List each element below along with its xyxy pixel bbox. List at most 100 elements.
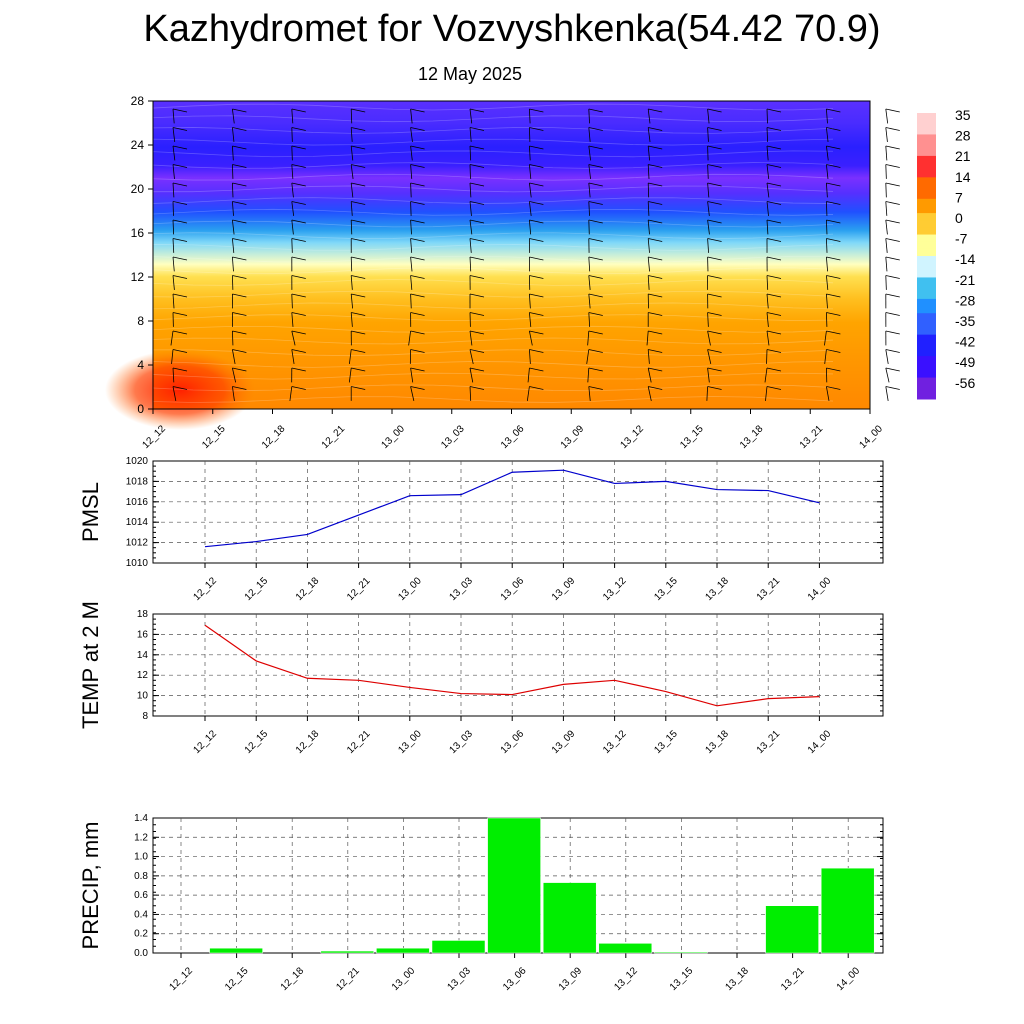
wind-barb [529,312,532,327]
wind-barb-flag [826,219,841,224]
xtick-label: 13_06 [499,575,527,603]
ytick-label: 0.4 [134,909,148,920]
wind-barb [291,219,294,235]
wind-barb-flag [232,238,247,242]
wind-barb [410,238,413,253]
xtick-label: 12_15 [223,965,251,993]
wind-barb-flag [766,312,782,316]
heatmap-xtick-label: 13_12 [619,423,647,451]
colorbar-band [917,377,936,386]
colorbar-label: -21 [955,272,975,288]
wind-barb [647,349,650,364]
wind-barb [707,219,710,235]
wind-barb-flag [410,330,425,335]
ytick-label: 1.4 [134,813,148,824]
wind-barb [291,312,294,327]
wind-barb-flag [529,145,544,150]
wind-barb [291,238,293,253]
wind-barb-flag [529,182,544,187]
heatmap-warm-core [105,350,255,430]
wind-barb-flag [766,349,782,353]
wind-barb-flag [351,275,366,279]
wind-barb [885,127,888,142]
wind-barb [408,330,411,346]
colorbar-band [917,120,936,128]
wind-barb [588,201,590,216]
wind-barb [826,127,829,142]
colorbar-band [917,213,936,221]
wind-barb [826,108,828,124]
wind-barb [885,164,887,179]
wind-barb [885,201,888,216]
heatmap-xtick-label: 14_00 [858,423,886,451]
xtick-label: 13_09 [557,965,585,993]
wind-barb [527,367,530,383]
colorbar-band [917,155,936,164]
wind-barb-flag [648,182,663,187]
wind-barb-flag [826,293,841,298]
precip-bar [598,943,653,954]
wind-barb-flag [232,182,247,187]
panel-frame [152,460,884,564]
wind-barb-flag [291,256,306,261]
wind-barb [529,349,531,364]
wind-barb-flag [410,219,425,224]
colorbar-band [917,363,936,371]
wind-barb-flag [707,386,722,390]
wind-barb-flag [529,108,544,113]
wind-barb [291,330,296,346]
wind-barb-flag [172,238,188,242]
wind-barb-flag [707,275,722,279]
wind-barb-flag [291,164,306,168]
wind-barb [647,219,650,235]
wind-barb [885,219,888,235]
wind-barb [232,201,234,216]
precip-bar [542,882,597,954]
heatmap-ytick-label: 0 [137,402,144,416]
wind-barb-flag [885,312,900,316]
heatmap-ytick-label: 8 [137,314,144,328]
wind-barb-flag [351,219,366,224]
wind-barb-flag [588,330,603,335]
wind-barb [885,182,887,198]
wind-barb [349,349,352,364]
xtick-label: 14_00 [806,575,834,603]
wind-barb-flag [648,256,663,261]
wind-barb [291,127,293,142]
wind-barb [232,145,234,161]
wind-barb-flag [172,127,188,131]
wind-barb [826,256,829,272]
wind-barb [410,367,414,383]
wind-barb [586,349,590,364]
wind-barb [232,256,234,272]
wind-barb-flag [232,164,247,168]
wind-barb-flag [469,386,485,390]
wind-barb [350,164,354,179]
wind-barb [232,108,235,124]
heatmap-ytick-label: 20 [131,182,145,196]
wind-barb [826,145,829,161]
wind-barb-flag [826,386,841,390]
wind-barb [826,386,830,401]
wind-barb [469,145,472,161]
wind-barb-flag [885,182,900,187]
wind-barb-flag [885,164,900,168]
wind-barb-flag [410,386,425,390]
heatmap-ytick-label: 4 [137,358,144,372]
wind-barb-flag [766,256,782,261]
colorbar-label: 28 [955,128,971,144]
xtick-label: 13_00 [396,728,424,756]
colorbar-band [917,277,936,286]
wind-barb [707,127,709,142]
wind-barb-flag [232,201,247,205]
wind-barb-flag [232,219,247,224]
wind-barb [350,145,354,161]
heatmap-contour [152,302,834,310]
wind-barb-flag [885,127,900,131]
wind-barb [291,182,294,198]
wind-barb [588,145,592,161]
wind-barb [172,386,177,401]
wind-barb-flag [588,349,603,353]
xtick-label: 13_03 [448,575,476,603]
wind-barb-flag [172,182,188,187]
